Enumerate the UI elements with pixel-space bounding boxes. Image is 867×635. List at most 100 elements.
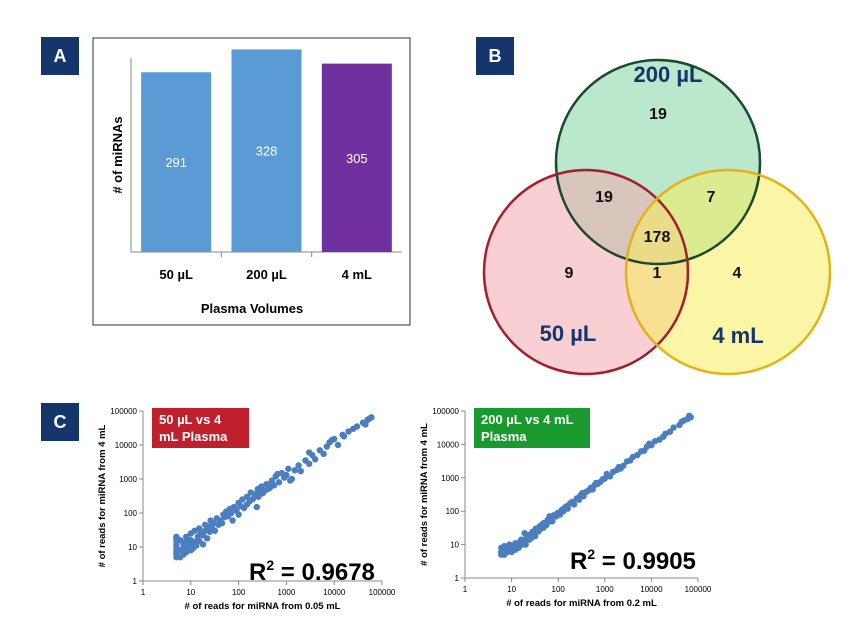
x-tick-label: 4 mL [342,267,372,282]
scatter-point [270,482,278,489]
scatter-point [561,504,569,511]
scatter-point [253,503,260,511]
x-tick-label: 1000 [278,588,296,597]
scatter-point [362,421,369,428]
scatter-point [196,525,203,532]
x-tick-label: 100000 [369,588,396,597]
r-squared-symbol: R [570,548,587,575]
scatter-plot-left: 1 10 100 1000 10000 100000 1 10 100 1000 10000 1000… [97,407,396,612]
r-squared-symbol: R [249,559,266,586]
scatter-point [350,425,357,432]
panel-label-c: C [41,403,79,441]
x-axis-title: # of reads for miRNA from 0.05 mL [185,601,341,612]
scatter-point [255,493,262,500]
scatter-point [295,462,302,469]
panel-label-b: B [476,37,514,75]
y-tick-label: 10 [450,541,459,550]
scatter-point [311,456,319,463]
venn-set-label: 50 µL [540,321,597,346]
scatter-point [182,533,190,540]
venn-region-count: 19 [595,189,613,206]
x-axis-title: # of reads for miRNA from 0.2 mL [506,598,657,609]
scatter-point [546,513,553,520]
y-tick-label: 100 [446,507,460,516]
x-tick-label: 50 µL [159,267,193,282]
x-tick-label: 10 [507,585,516,594]
x-tick-label: 100000 [685,585,712,594]
scatter-point [670,424,677,431]
scatter-point [328,436,336,444]
scatter-point [211,527,219,534]
scatter-point [229,517,236,524]
badge-line-1: 50 µL vs 4 [159,412,222,427]
scatter-point [297,467,304,475]
bar-data-label: 291 [165,155,187,170]
r-squared-exponent: 2 [266,557,274,573]
scatter-point [666,428,674,435]
scatter-point [660,433,667,440]
y-axis-title: # of miRNAs [110,116,125,193]
r-squared-exponent: 2 [587,546,595,562]
scatter-point [592,479,600,487]
scatter-point [678,418,686,425]
badge-line-2: Plasma [481,429,527,444]
bar-chart: 291 50 µL 328 200 µL 305 4 mL Plasma Volumes # … [110,49,402,316]
x-tick-label: 1000 [596,585,614,594]
y-tick-label: 100000 [110,407,137,416]
bar [321,63,392,252]
scatter-point [199,541,207,548]
scatter-point [306,449,313,456]
scatter-point [531,532,539,540]
scatter-point [306,460,313,467]
scatter-point [239,496,246,503]
y-tick-label: 1000 [119,475,137,484]
scatter-point [521,529,528,537]
x-tick-label: 10 [186,588,195,597]
x-tick-label: 1 [463,585,468,594]
y-tick-label: 1000 [441,474,459,483]
venn-circle-outline [482,168,690,376]
scatter-point [193,542,200,549]
scatter-point [345,428,352,435]
r-squared-label: R2 = 0.9678 [249,557,375,586]
venn-region-count: 7 [707,189,716,206]
scatter-point [285,465,292,472]
venn-region-count: 4 [733,265,742,282]
comparison-badge [152,408,249,448]
scatter-point [579,489,586,497]
badge-line-1: 200 µL vs 4 mL [481,412,574,427]
r-squared-value: = 0.9905 [595,548,696,575]
scatter-point [218,520,226,527]
scatter-point [549,518,556,525]
venn-region-count: 9 [565,265,574,282]
bar [231,49,302,252]
comparison-badge [474,408,590,448]
scatter-point [291,467,299,474]
y-tick-label: 100000 [432,407,459,416]
scatter-plot-right: 1 10 100 1000 10000 100000 1 10 100 1000 10000 1000… [419,407,712,609]
y-tick-label: 10 [128,543,137,552]
y-tick-label: 10000 [437,440,460,449]
x-axis-title: Plasma Volumes [201,301,303,316]
panel-label-a: A [41,37,79,75]
scatter-point [570,501,578,508]
x-tick-label: 10000 [640,585,663,594]
badge-line-2: mL Plasma [159,429,228,444]
scatter-point [210,520,217,527]
venn-region-count: 1 [653,265,662,282]
y-tick-label: 1 [133,577,138,586]
scatter-point [283,471,290,479]
scatter-point [340,433,348,440]
venn-region-count: 178 [644,229,671,246]
x-tick-label: 1 [141,588,146,597]
y-tick-label: 10000 [115,441,138,450]
venn-region-count: 19 [649,106,667,123]
scatter-point [227,509,235,517]
y-tick-label: 100 [124,509,138,518]
r-squared-value: = 0.9678 [274,559,375,586]
venn-circle-outline [624,168,832,376]
bar-data-label: 328 [256,144,278,159]
scatter-point [203,535,211,542]
